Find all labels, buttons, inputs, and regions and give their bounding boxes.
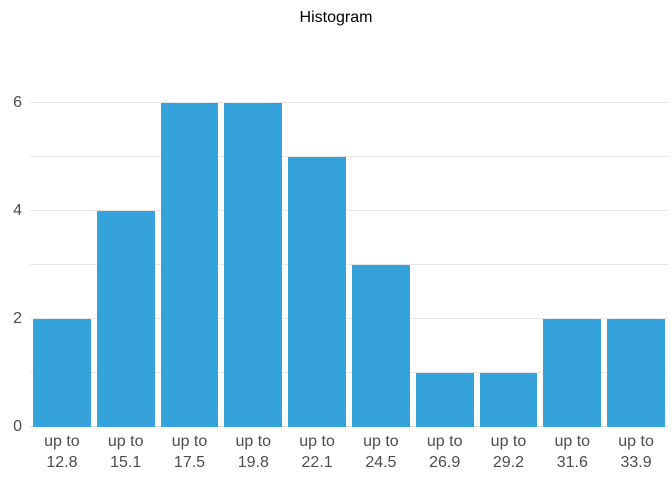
x-tick-line2: 24.5 (365, 454, 397, 471)
x-tick-label: up to 31.6 (540, 431, 604, 473)
bar (479, 373, 538, 427)
x-tick-line2: 12.8 (46, 454, 78, 471)
plot-area (30, 102, 668, 427)
x-tick-line2: 26.9 (429, 454, 461, 471)
x-tick-label: up to 22.1 (285, 431, 349, 473)
x-tick-line1: up to (299, 433, 335, 450)
x-tick-line1: up to (235, 433, 272, 450)
bar (160, 103, 219, 427)
x-tick-line1: up to (44, 433, 80, 450)
x-tick-label: up to 15.1 (94, 431, 158, 473)
x-tick-line1: up to (490, 433, 527, 450)
x-tick-label: up to 29.2 (477, 431, 541, 473)
bar (224, 103, 283, 427)
bars-container (30, 103, 668, 427)
x-tick-line2: 22.1 (301, 454, 333, 471)
x-tick-line2: 29.2 (492, 454, 525, 471)
x-tick-line2: 19.8 (237, 454, 269, 471)
bar-slot (413, 103, 477, 427)
y-axis: 0 2 4 6 (0, 94, 24, 435)
x-tick-line2: 17.5 (173, 454, 206, 471)
bar-slot (604, 103, 668, 427)
bar (351, 265, 410, 427)
y-tick-label: 0 (13, 418, 22, 435)
x-tick-label: up to 19.8 (221, 431, 285, 473)
gridline (30, 156, 668, 157)
bar-slot (158, 103, 222, 427)
bar (415, 373, 474, 427)
bar-slot (540, 103, 604, 427)
gridline (30, 210, 668, 211)
x-tick-label: up to 17.5 (158, 431, 222, 473)
gridline (30, 318, 668, 319)
bar (288, 157, 346, 427)
bar-slot (349, 103, 413, 427)
x-tick-line1: up to (426, 433, 463, 450)
x-tick-line1: up to (554, 433, 591, 450)
x-axis: up to 12.8 up to 15.1 up to 17.5 up to 19.8 up t… (30, 431, 668, 473)
x-tick-line1: up to (363, 433, 399, 450)
y-tick-label: 4 (13, 202, 22, 219)
x-tick-line2: 31.6 (556, 454, 588, 471)
bar-slot (94, 103, 158, 427)
x-tick-line1: up to (171, 433, 208, 450)
x-tick-label: up to 26.9 (413, 431, 477, 473)
bar (607, 319, 665, 427)
x-tick-label: up to 12.8 (30, 431, 94, 473)
x-tick-line1: up to (618, 433, 654, 450)
y-tick-label: 6 (13, 94, 22, 111)
x-tick-label: up to 33.9 (604, 431, 668, 473)
x-tick-label: up to 24.5 (349, 431, 413, 473)
gridline (30, 264, 668, 265)
gridline (30, 102, 668, 103)
bar-slot (30, 103, 94, 427)
bar-slot (477, 103, 541, 427)
bar (33, 319, 91, 427)
gridline (30, 372, 668, 373)
x-tick-line2: 15.1 (110, 454, 142, 471)
bar-slot (285, 103, 349, 427)
bar (543, 319, 602, 427)
bar-slot (221, 103, 285, 427)
x-tick-line1: up to (107, 433, 144, 450)
y-tick-label: 2 (13, 310, 22, 327)
bar (96, 211, 155, 427)
x-axis-line (30, 426, 668, 427)
x-tick-line2: 33.9 (620, 454, 652, 471)
chart-title: Histogram (299, 9, 373, 26)
